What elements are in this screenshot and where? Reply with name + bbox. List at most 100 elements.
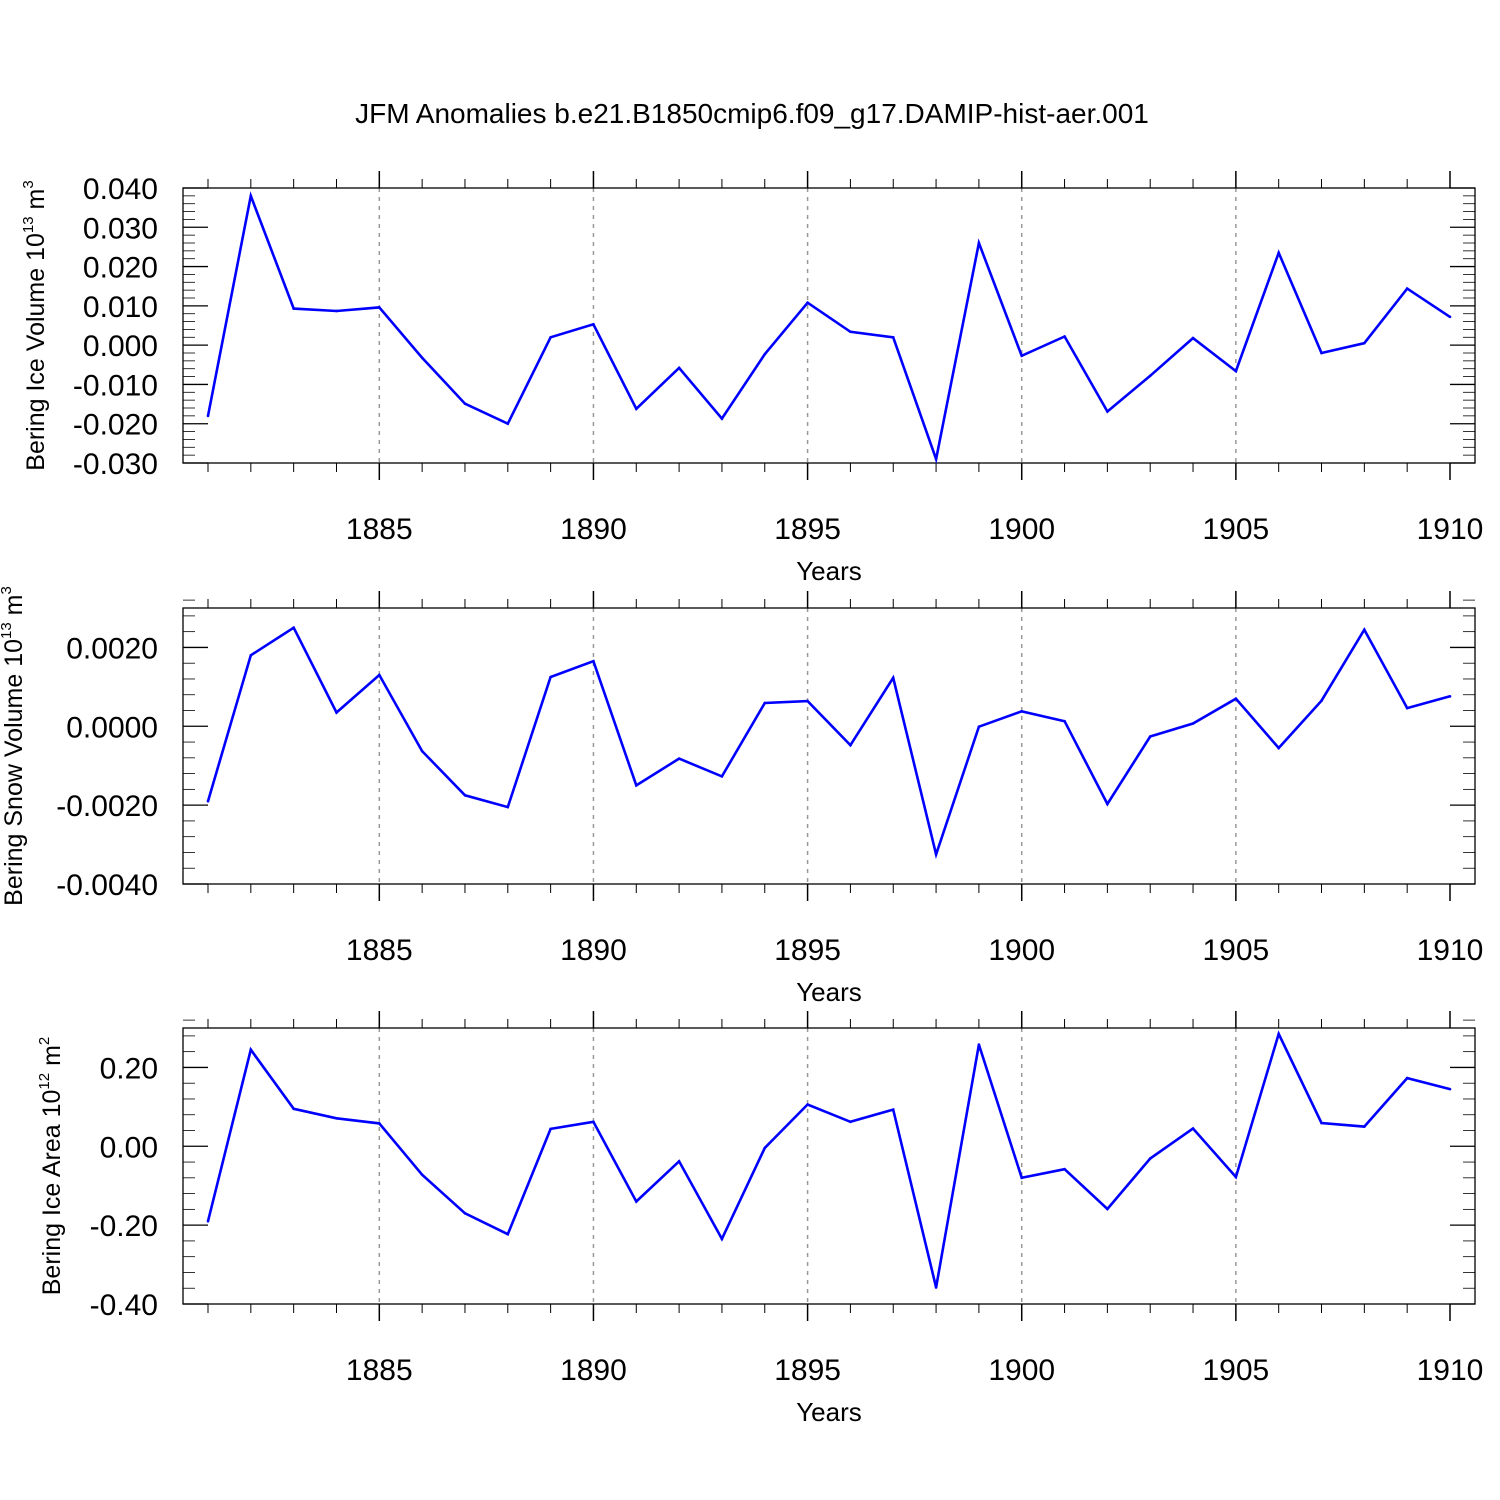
y-axis-title-unit-exponent: 3 xyxy=(20,180,37,188)
y-axis-title-exponent: 12 xyxy=(36,1073,53,1090)
data-point xyxy=(506,1232,510,1236)
data-point xyxy=(463,1212,467,1215)
data-point xyxy=(249,1048,253,1051)
data-point xyxy=(1063,719,1066,723)
data-point xyxy=(292,1107,295,1111)
x-axis-title: Years xyxy=(796,977,862,1007)
series-line xyxy=(206,625,1451,860)
data-point xyxy=(463,402,467,405)
data-point xyxy=(634,784,638,787)
data-point xyxy=(249,654,253,657)
y-tick-label: 0.00 xyxy=(100,1131,158,1164)
data-point xyxy=(634,1200,638,1203)
data-point xyxy=(506,805,510,809)
figure-title: JFM Anomalies b.e21.B1850cmip6.f09_g17.D… xyxy=(355,98,1149,129)
data-point xyxy=(1106,410,1109,413)
data-point xyxy=(720,1237,724,1241)
data-point xyxy=(1148,735,1152,738)
data-point xyxy=(891,676,895,680)
data-point xyxy=(335,1116,338,1120)
y-axis-title: Bering Ice Volume 1013 m3 xyxy=(20,180,50,470)
y-axis-title-unit: m xyxy=(0,595,28,623)
data-point xyxy=(206,799,210,803)
data-point xyxy=(206,414,210,418)
data-point xyxy=(763,701,767,705)
data-point xyxy=(463,793,467,797)
y-tick-label: 0.010 xyxy=(83,291,158,324)
series-line xyxy=(206,191,1451,465)
y-tick-label: -0.020 xyxy=(73,409,158,442)
y-axis-title-unit-exponent: 3 xyxy=(0,586,15,594)
y-axis-title-exponent: 13 xyxy=(0,622,15,639)
data-point xyxy=(1277,1032,1280,1036)
data-point xyxy=(1448,315,1452,319)
y-tick-label: -0.0040 xyxy=(56,869,158,902)
x-tick-label: 1910 xyxy=(1417,934,1484,967)
y-axis-title-text: Bering Snow Volume 10 xyxy=(0,639,28,906)
data-point xyxy=(549,675,552,679)
data-point xyxy=(1277,746,1280,750)
data-point xyxy=(1405,1076,1409,1080)
data-point xyxy=(806,1103,809,1106)
data-point xyxy=(1405,706,1409,710)
data-point xyxy=(1191,336,1195,340)
x-axis-title: Years xyxy=(796,556,862,586)
y-tick-label: -0.010 xyxy=(73,369,158,402)
x-tick-label: 1895 xyxy=(774,934,841,967)
data-point xyxy=(206,1219,210,1223)
data-point xyxy=(720,775,724,778)
data-point xyxy=(1320,351,1323,355)
data-point xyxy=(1405,287,1409,290)
data-point xyxy=(763,352,767,356)
data-point xyxy=(1320,1121,1323,1125)
x-tick-label: 1910 xyxy=(1417,1354,1484,1387)
data-point xyxy=(1148,1157,1152,1160)
x-tick-label: 1885 xyxy=(346,934,413,967)
data-point xyxy=(677,1159,681,1163)
x-tick-label: 1890 xyxy=(560,934,627,967)
data-point xyxy=(1020,354,1024,358)
data-point xyxy=(378,1122,381,1125)
data-point xyxy=(1234,369,1238,373)
x-tick-label: 1910 xyxy=(1417,513,1484,546)
data-point xyxy=(592,323,595,326)
panel-2: -0.0040 -0.0020 0.0000 0.0020 1885 1890 1895 19… xyxy=(0,586,1483,1007)
x-tick-label: 1905 xyxy=(1202,934,1269,967)
y-tick-label: 0.030 xyxy=(83,212,158,245)
y-axis-title: Bering Snow Volume 1013 m3 xyxy=(0,586,28,906)
data-point xyxy=(592,1120,595,1124)
x-tick-label: 1885 xyxy=(346,513,413,546)
data-point xyxy=(763,1146,767,1150)
data-point xyxy=(1063,1167,1066,1171)
y-tick-label: -0.030 xyxy=(73,448,158,481)
data-point xyxy=(292,307,295,310)
panel-3: -0.40 -0.20 0.00 0.20 1885 1890 1895 1900 1905 19… xyxy=(36,1011,1483,1427)
data-point xyxy=(549,1127,552,1131)
data-point xyxy=(1063,335,1066,338)
x-tick-label: 1895 xyxy=(774,513,841,546)
panels: -0.030 -0.020 -0.010 0.000 0.010 0.020 0.030 0.… xyxy=(0,171,1483,1427)
data-point xyxy=(1234,697,1238,700)
data-point xyxy=(592,659,595,663)
data-point xyxy=(1106,1207,1109,1211)
x-tick-label: 1905 xyxy=(1202,513,1269,546)
y-axis-title-exponent: 13 xyxy=(20,216,37,233)
data-point xyxy=(1020,1176,1024,1180)
data-point xyxy=(934,457,938,461)
data-point xyxy=(934,853,938,856)
data-point xyxy=(1448,1087,1452,1091)
y-tick-label: 0.0020 xyxy=(66,632,158,665)
data-point xyxy=(1020,710,1024,713)
x-tick-label: 1885 xyxy=(346,1354,413,1387)
data-point xyxy=(1191,1127,1195,1130)
y-axis-title-unit: m xyxy=(38,1045,66,1073)
plot-frame xyxy=(182,1027,1476,1305)
data-point xyxy=(891,335,895,339)
data-point xyxy=(634,407,638,411)
data-point xyxy=(1234,1175,1238,1179)
data-point xyxy=(506,422,510,426)
data-point xyxy=(420,356,424,360)
data-point xyxy=(335,711,338,714)
data-point xyxy=(849,330,852,334)
